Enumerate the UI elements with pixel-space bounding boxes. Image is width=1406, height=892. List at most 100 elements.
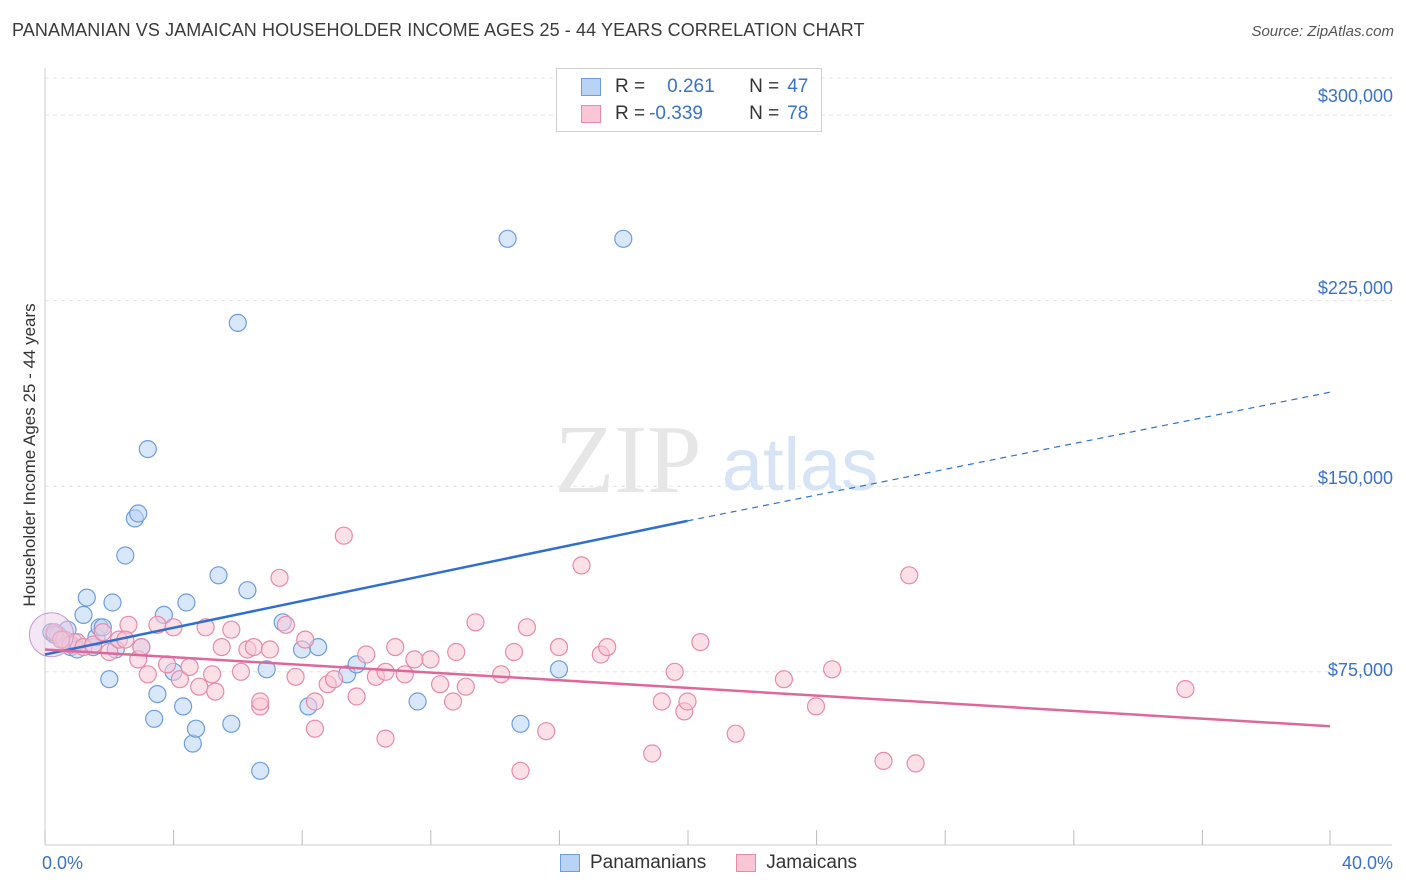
legend-swatch-jamaicans (736, 854, 757, 872)
jamaican-point (244, 637, 263, 657)
panamanian-point (100, 670, 119, 689)
panamanian-point (498, 229, 517, 248)
jamaican-point (598, 637, 617, 657)
jamaican-point (231, 662, 251, 681)
jamaican-point (665, 662, 684, 681)
jamaican-point (504, 642, 524, 662)
jamaican-point (549, 637, 569, 657)
panamanian-trend-line (44, 519, 688, 656)
jamaican-point (296, 630, 315, 649)
watermark-zip: ZIP (555, 406, 702, 514)
jamaican-point (774, 670, 794, 689)
jamaican-point (180, 657, 199, 677)
jamaican-point (572, 556, 591, 575)
jamaican-point (93, 623, 112, 642)
correlation-legend: R = 0.261 N = 47 R = -0.339 N = 78 (556, 68, 822, 132)
jamaican-point (334, 526, 353, 545)
data-points (28, 229, 1195, 780)
panamanian-point (209, 566, 228, 585)
jamaican-point (447, 642, 466, 662)
panamanian-point (145, 709, 164, 728)
panamanian-point (511, 714, 530, 733)
jamaican-point (270, 568, 289, 587)
jamaican-point (492, 665, 511, 684)
legend-label-panamanians: Panamanians (590, 852, 707, 873)
jamaican-point (222, 620, 241, 639)
legend-row-jamaicans: R = -0.339 N = 78 (557, 100, 808, 128)
x-tick-label-max: 40.0% (1341, 853, 1393, 873)
trend-lines (44, 391, 1331, 728)
y-tick-label-150000: $150,000 (1317, 468, 1393, 488)
panamanian-point (186, 719, 206, 738)
jamaican-point (376, 729, 395, 748)
jamaican-point (286, 667, 305, 686)
legend-n-label: N = (749, 76, 780, 97)
panamanian-point (74, 605, 93, 625)
panamanian-point (174, 697, 193, 716)
jamaican-point (325, 670, 344, 689)
jamaican-point (206, 682, 225, 701)
jamaican-point (386, 637, 405, 657)
jamaican-point (537, 722, 556, 741)
jamaican-point (138, 665, 157, 684)
jamaican-point (119, 615, 138, 634)
jamaican-point (376, 662, 395, 681)
source-label: Source: ZipAtlas.com (1251, 23, 1394, 40)
legend-n-value: 78 (787, 103, 809, 124)
panamanian-point (129, 504, 148, 523)
jamaican-point (51, 630, 71, 649)
legend-label-jamaicans: Jamaicans (766, 852, 858, 873)
jamaican-point (170, 670, 189, 689)
panamanian-point (549, 660, 569, 679)
jamaican-point (678, 692, 697, 711)
legend-swatch-jamaicans (581, 105, 601, 123)
jamaican-point (806, 697, 826, 716)
jamaican-point (305, 719, 324, 738)
legend-r-label: R = (615, 76, 646, 97)
panamanian-point (138, 440, 157, 459)
jamaican-point (357, 645, 376, 664)
panamanian-point (251, 761, 270, 780)
jamaican-point (906, 754, 925, 773)
jamaican-point (251, 692, 270, 711)
jamaican-point (652, 692, 671, 711)
panamanian-point (238, 581, 257, 600)
panamanian-point (228, 313, 247, 332)
axes (44, 68, 1392, 846)
y-tick-label-225000: $225,000 (1317, 278, 1393, 298)
x-tick-label-min: 0.0% (42, 853, 84, 873)
jamaican-point (466, 613, 485, 632)
legend-r-value: 0.261 (667, 76, 715, 97)
legend-n-label: N = (749, 103, 780, 124)
jamaican-point (511, 761, 530, 780)
legend-r-label: R = (615, 103, 646, 124)
watermark-atlas: atlas (722, 423, 878, 506)
jamaican-point (190, 677, 209, 696)
jamaican-point (395, 665, 414, 684)
jamaican-point (691, 632, 710, 652)
legend-n-value: 47 (787, 76, 809, 97)
jamaican-point (517, 618, 537, 637)
panamanian-point (183, 734, 202, 753)
panamanian-point (257, 660, 276, 679)
legend-item-jamaicans[interactable]: Jamaicans (736, 852, 857, 874)
chart-title: PANAMANIAN VS JAMAICAN HOUSEHOLDER INCOM… (12, 20, 865, 40)
cluster-bubble (28, 612, 74, 658)
jamaican-point (203, 665, 222, 684)
jamaican-point (158, 655, 177, 674)
panamanian-point (116, 546, 135, 565)
legend-item-panamanians[interactable]: Panamanians (560, 852, 706, 874)
series-legend: Panamanians Jamaicans (560, 852, 887, 874)
panamanian-point (222, 714, 241, 733)
legend-r-value: -0.339 (649, 103, 703, 124)
jamaican-point (456, 677, 475, 696)
jamaican-point (874, 751, 893, 771)
panamanian-point (177, 593, 196, 612)
jamaican-point (822, 660, 842, 679)
y-tick-label-75000: $75,000 (1327, 660, 1393, 680)
panamanian-point (408, 692, 427, 711)
jamaican-point (900, 566, 919, 585)
jamaican-point (1176, 679, 1195, 699)
panamanian-point (103, 593, 122, 612)
